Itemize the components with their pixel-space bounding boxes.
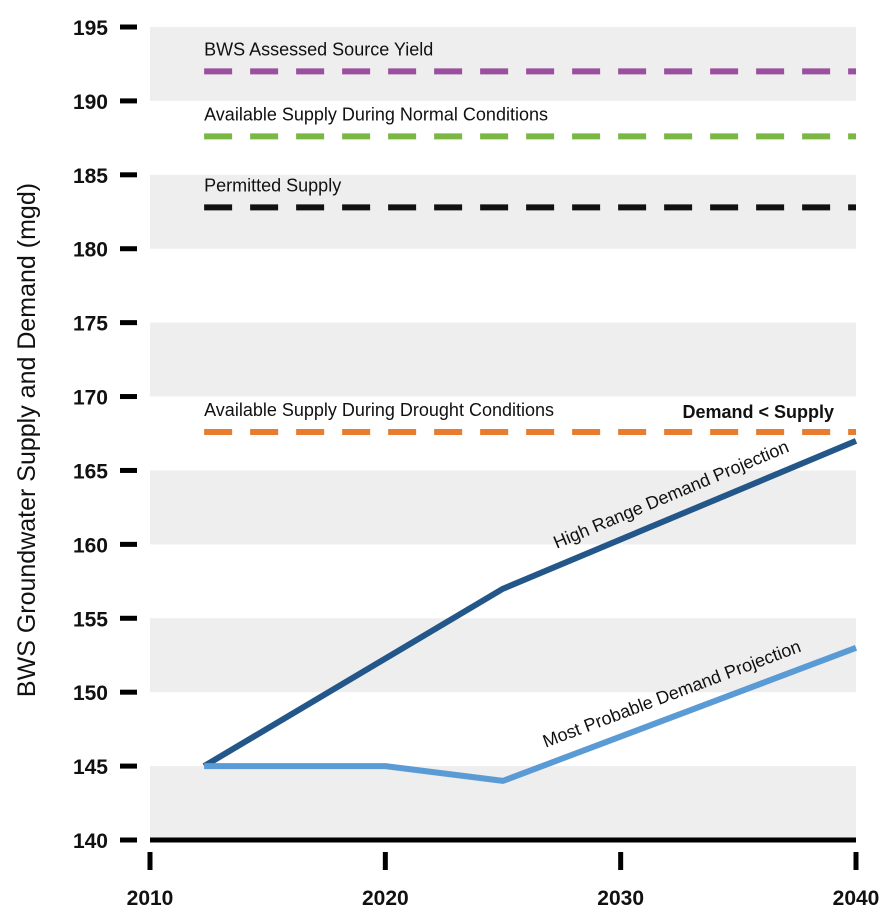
series-lines [202, 438, 858, 784]
reference-line-label: Available Supply During Drought Conditio… [204, 400, 554, 420]
y-tick-label: 195 [73, 17, 108, 40]
y-tick-label: 170 [73, 387, 108, 410]
y-tick-label: 190 [73, 91, 108, 114]
grid-band [150, 618, 856, 693]
grid-band [150, 27, 856, 101]
y-tick-label: 140 [73, 830, 108, 853]
x-tick [853, 852, 859, 870]
y-tick-label: 145 [73, 756, 108, 779]
y-tick-label: 150 [73, 682, 108, 705]
y-tick-label: 180 [73, 239, 108, 262]
reference-line-label: Available Supply During Normal Condition… [204, 104, 548, 124]
y-tick [120, 24, 137, 30]
grid-band [150, 766, 856, 840]
reference-line-label: Permitted Supply [204, 175, 341, 195]
x-tick-label: 2010 [127, 887, 174, 910]
axes [120, 24, 859, 870]
y-tick-label: 185 [73, 165, 108, 188]
y-tick [120, 394, 137, 400]
y-tick [120, 467, 137, 473]
series-line [202, 438, 858, 769]
x-tick-label: 2040 [833, 887, 880, 910]
reference-line-label: BWS Assessed Source Yield [204, 39, 433, 59]
y-tick-label: 165 [73, 460, 108, 483]
grid-band [150, 322, 856, 397]
y-tick [120, 172, 137, 178]
y-axis-title: BWS Groundwater Supply and Demand (mgd) [13, 183, 41, 697]
y-tick [120, 837, 137, 843]
y-tick [120, 541, 137, 547]
y-tick-label: 160 [73, 534, 108, 557]
y-tick [120, 320, 137, 326]
x-tick [147, 852, 153, 870]
y-tick [120, 763, 137, 769]
grid-band [150, 174, 856, 249]
y-tick [120, 615, 137, 621]
x-tick-label: 2030 [597, 887, 644, 910]
x-tick [382, 852, 388, 870]
y-tick-label: 175 [73, 313, 108, 336]
grid-bands [150, 27, 856, 840]
y-tick [120, 98, 137, 104]
x-axis-line [150, 837, 856, 843]
y-tick-label: 155 [73, 608, 108, 631]
y-tick [120, 246, 137, 252]
demand-supply-annotation: Demand < Supply [682, 402, 834, 422]
reference-lines [204, 68, 856, 436]
grid-band [150, 470, 856, 545]
x-tick-label: 2020 [362, 887, 409, 910]
series-line [204, 645, 858, 784]
y-tick [120, 689, 137, 695]
x-tick [618, 852, 624, 870]
